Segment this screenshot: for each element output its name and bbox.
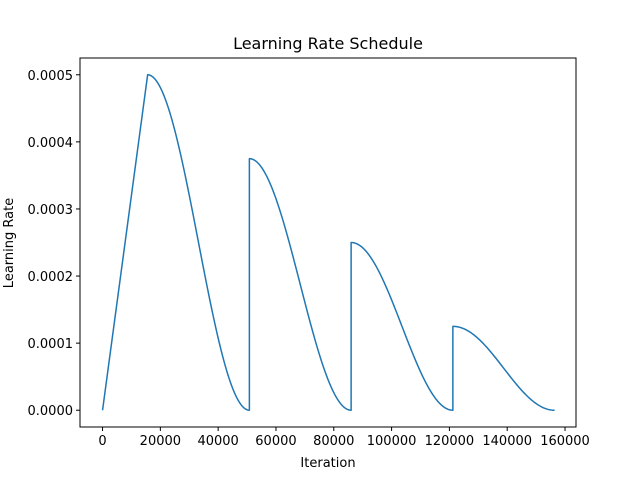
x-tick-label: 100000 <box>367 434 417 449</box>
y-tick-label: 0.0000 <box>28 404 74 419</box>
x-tick-label: 20000 <box>140 434 181 449</box>
y-tick-label: 0.0005 <box>28 69 74 84</box>
x-tick-label: 40000 <box>197 434 238 449</box>
x-tick-label: 120000 <box>425 434 475 449</box>
chart-title: Learning Rate Schedule <box>233 34 423 53</box>
y-axis-label: Learning Rate <box>2 198 17 288</box>
learning-rate-line <box>101 74 555 411</box>
y-tick-label: 0.0001 <box>28 337 74 352</box>
y-tick-label: 0.0004 <box>28 136 74 151</box>
x-tick-label: 60000 <box>255 434 296 449</box>
y-axis: 0.0000 0.0001 0.0002 0.0003 0.0004 0.0005 <box>28 69 80 419</box>
x-tick-label: 140000 <box>482 434 532 449</box>
y-tick-label: 0.0002 <box>28 270 74 285</box>
axes-frame <box>79 57 577 428</box>
x-tick-label: 80000 <box>313 434 354 449</box>
y-tick-label: 0.0003 <box>28 203 74 218</box>
x-tick-label: 0 <box>98 434 106 449</box>
x-axis: 0 20000 40000 60000 80000 100000 120000 140000 1… <box>98 427 590 449</box>
x-axis-label: Iteration <box>300 456 355 471</box>
x-tick-label: 160000 <box>540 434 590 449</box>
plot-area <box>101 74 555 411</box>
